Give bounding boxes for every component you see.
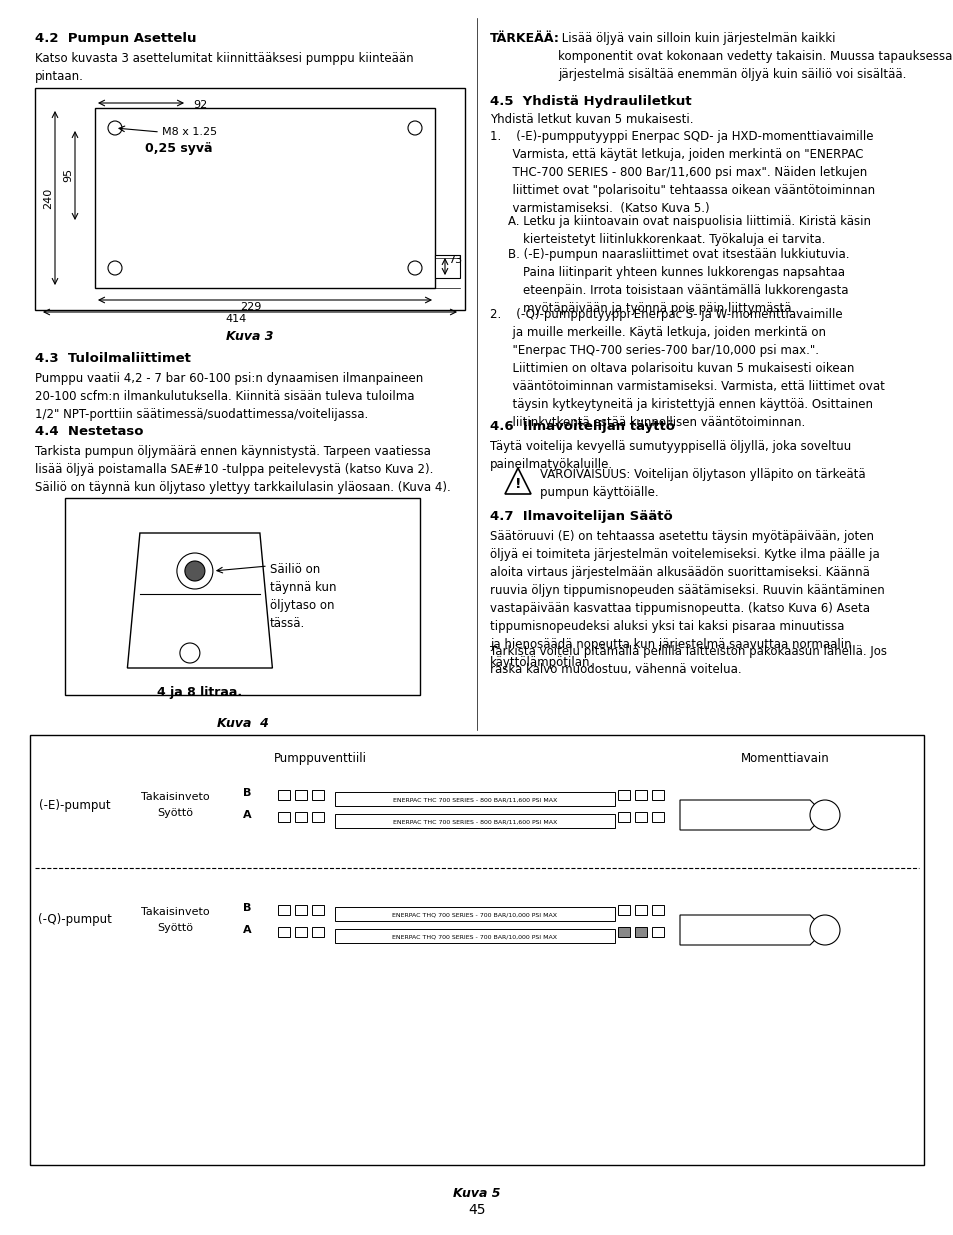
- Text: Kuva 3: Kuva 3: [226, 330, 274, 343]
- Text: Täytä voitelija kevyellä sumutyyppisellä öljyllä, joka soveltuu
paineilmatyökalu: Täytä voitelija kevyellä sumutyyppisellä…: [490, 440, 850, 471]
- Text: 95: 95: [63, 168, 73, 182]
- Bar: [294, 905, 307, 915]
- Bar: [335, 814, 615, 827]
- Text: 45: 45: [468, 1203, 485, 1216]
- Circle shape: [809, 915, 840, 945]
- Text: Säätöruuvi (E) on tehtaassa asetettu täysin myötäpäivään, joten
öljyä ei toimite: Säätöruuvi (E) on tehtaassa asetettu täy…: [490, 530, 883, 669]
- Bar: [95, 107, 435, 288]
- Text: (-E)-pumput: (-E)-pumput: [39, 799, 111, 811]
- Bar: [277, 905, 290, 915]
- Bar: [618, 811, 629, 823]
- Bar: [651, 790, 663, 800]
- Text: Pumppu vaatii 4,2 - 7 bar 60-100 psi:n dynaamisen ilmanpaineen
20-100 scfm:n ilm: Pumppu vaatii 4,2 - 7 bar 60-100 psi:n d…: [35, 372, 423, 421]
- Circle shape: [809, 800, 840, 830]
- Circle shape: [185, 561, 205, 580]
- Text: B. (-E)-pumpun naarasliittimet ovat itsestään lukkiutuvia.
    Paina liitinparit: B. (-E)-pumpun naarasliittimet ovat itse…: [507, 248, 848, 315]
- Text: Katso kuvasta 3 asettelumitat kiinnittääksesi pumppu kiinteään
pintaan.: Katso kuvasta 3 asettelumitat kiinnittää…: [35, 52, 414, 83]
- Text: Takaisinveto: Takaisinveto: [140, 792, 209, 802]
- Polygon shape: [128, 534, 273, 668]
- Bar: [635, 927, 646, 937]
- Text: 73: 73: [448, 254, 461, 266]
- Bar: [651, 927, 663, 937]
- Text: 4.5  Yhdistä Hydrauliletkut: 4.5 Yhdistä Hydrauliletkut: [490, 95, 691, 107]
- Bar: [651, 811, 663, 823]
- Text: 92: 92: [193, 100, 207, 110]
- Bar: [635, 905, 646, 915]
- Text: !: !: [515, 477, 520, 490]
- Circle shape: [408, 121, 421, 135]
- Text: B: B: [243, 788, 251, 798]
- Text: Kuva 5: Kuva 5: [453, 1187, 500, 1200]
- Bar: [335, 792, 615, 806]
- Text: 2.    (-Q)-pumpputyyppi Enerpac S- ja W-momenttiavaimille
      ja muille merkei: 2. (-Q)-pumpputyyppi Enerpac S- ja W-mom…: [490, 308, 884, 429]
- Text: ENERPAC THQ 700 SERIES - 700 BAR/10,000 PSI MAX: ENERPAC THQ 700 SERIES - 700 BAR/10,000 …: [392, 913, 557, 918]
- Bar: [312, 811, 324, 823]
- Text: ENERPAC THQ 700 SERIES - 700 BAR/10,000 PSI MAX: ENERPAC THQ 700 SERIES - 700 BAR/10,000 …: [392, 935, 557, 940]
- Circle shape: [180, 643, 200, 663]
- Text: A: A: [242, 925, 251, 935]
- Bar: [277, 927, 290, 937]
- Text: Kuva  4: Kuva 4: [216, 718, 268, 730]
- Polygon shape: [679, 800, 824, 830]
- Text: 4.6  Ilmavoitelijan täyttö: 4.6 Ilmavoitelijan täyttö: [490, 420, 675, 433]
- Text: Takaisinveto: Takaisinveto: [140, 906, 209, 918]
- Bar: [30, 735, 923, 1165]
- Bar: [277, 811, 290, 823]
- Text: 4.7  Ilmavoitelijan Säätö: 4.7 Ilmavoitelijan Säätö: [490, 510, 672, 522]
- Text: ENERPAC THC 700 SERIES - 800 BAR/11,600 PSI MAX: ENERPAC THC 700 SERIES - 800 BAR/11,600 …: [393, 820, 557, 825]
- Text: Lisää öljyä vain silloin kuin järjestelmän kaikki
komponentit ovat kokonaan vede: Lisää öljyä vain silloin kuin järjestelm…: [558, 32, 951, 82]
- Text: Syöttö: Syöttö: [157, 923, 193, 932]
- Text: 1.    (-E)-pumpputyyppi Enerpac SQD- ja HXD-momenttiavaimille
      Varmista, et: 1. (-E)-pumpputyyppi Enerpac SQD- ja HXD…: [490, 130, 874, 215]
- Text: B: B: [243, 903, 251, 913]
- Text: A. Letku ja kiintoavain ovat naispuolisia liittimiä. Kiristä käsin
    kierteist: A. Letku ja kiintoavain ovat naispuolisi…: [507, 215, 870, 246]
- Circle shape: [408, 261, 421, 275]
- Circle shape: [108, 261, 122, 275]
- Text: Momenttiavain: Momenttiavain: [740, 752, 828, 764]
- Text: M8 x 1.25: M8 x 1.25: [162, 127, 217, 137]
- Text: Tarkista pumpun öljymäärä ennen käynnistystä. Tarpeen vaatiessa
lisää öljyä pois: Tarkista pumpun öljymäärä ennen käynnist…: [35, 445, 450, 494]
- Bar: [312, 790, 324, 800]
- Text: 4.3  Tuloilmaliittimet: 4.3 Tuloilmaliittimet: [35, 352, 191, 366]
- Text: Syöttö: Syöttö: [157, 808, 193, 818]
- Bar: [435, 254, 459, 278]
- Bar: [65, 498, 419, 695]
- Bar: [635, 790, 646, 800]
- Text: VAROIVAISUUS: Voitelijan öljytason ylläpito on tärkeätä
pumpun käyttöiälle.: VAROIVAISUUS: Voitelijan öljytason ylläp…: [539, 468, 864, 499]
- Text: A: A: [242, 810, 251, 820]
- Bar: [635, 811, 646, 823]
- Bar: [294, 927, 307, 937]
- Text: Pumppuventtiili: Pumppuventtiili: [274, 752, 366, 764]
- Text: 4.4  Nestetaso: 4.4 Nestetaso: [35, 425, 143, 438]
- Bar: [335, 906, 615, 921]
- Text: 0,25 syvä: 0,25 syvä: [145, 142, 213, 156]
- Bar: [335, 929, 615, 944]
- Bar: [618, 790, 629, 800]
- Text: 240: 240: [43, 188, 53, 209]
- Bar: [35, 88, 464, 310]
- Text: Säiliö on
täynnä kun
öljytaso on
tässä.: Säiliö on täynnä kun öljytaso on tässä.: [270, 563, 336, 630]
- Text: TÄRKEÄÄ:: TÄRKEÄÄ:: [490, 32, 559, 44]
- Circle shape: [176, 553, 213, 589]
- Text: ENERPAC THC 700 SERIES - 800 BAR/11,600 PSI MAX: ENERPAC THC 700 SERIES - 800 BAR/11,600 …: [393, 798, 557, 803]
- Text: Tarkista voitelu pitämällä peilillä laitteiston pakokaasun lähellä. Jos
raska ka: Tarkista voitelu pitämällä peilillä lait…: [490, 645, 886, 676]
- Bar: [312, 905, 324, 915]
- Bar: [651, 905, 663, 915]
- Text: Yhdistä letkut kuvan 5 mukaisesti.: Yhdistä letkut kuvan 5 mukaisesti.: [490, 112, 693, 126]
- Polygon shape: [504, 468, 531, 494]
- Bar: [618, 927, 629, 937]
- Bar: [294, 790, 307, 800]
- Bar: [294, 811, 307, 823]
- Text: 229: 229: [240, 303, 261, 312]
- Text: 414: 414: [225, 314, 246, 324]
- Bar: [277, 790, 290, 800]
- Text: 4.2  Pumpun Asettelu: 4.2 Pumpun Asettelu: [35, 32, 196, 44]
- Polygon shape: [679, 915, 824, 945]
- Bar: [618, 905, 629, 915]
- Text: (-Q)-pumput: (-Q)-pumput: [38, 914, 112, 926]
- Bar: [312, 927, 324, 937]
- Text: 4 ja 8 litraa.: 4 ja 8 litraa.: [157, 685, 242, 699]
- Circle shape: [108, 121, 122, 135]
